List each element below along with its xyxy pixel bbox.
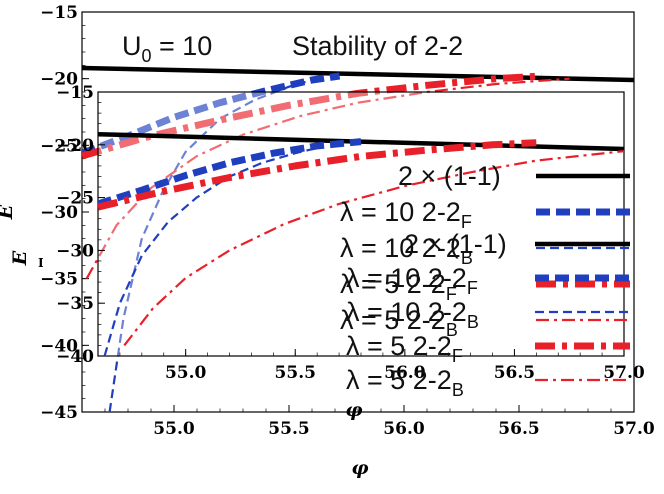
legend-label: λ = 5 2-2F: [346, 331, 463, 366]
legend-entry: λ = 5 2-2F: [340, 269, 630, 304]
legend-entry: λ = 5 2-2B: [346, 365, 630, 400]
legend-entry: 2 × (1-1): [404, 229, 630, 259]
series-line-outer--10-2-2b: [108, 78, 313, 412]
u0-annotation: U0 = 10: [122, 31, 212, 66]
y-tick-label-inset: −20: [56, 136, 94, 156]
y-tick-label-outer: −40: [40, 336, 78, 356]
legend-label: λ = 5 2-2F: [340, 269, 457, 304]
x-tick-label-inset: 55.5: [275, 363, 316, 383]
legend-entry: 2 × (1-1): [398, 161, 630, 191]
legend-entry: λ = 10 2-2F: [346, 263, 630, 298]
legend-entry: λ = 5 2-2B: [340, 305, 630, 340]
y-tick-label-outer: −25: [40, 136, 78, 156]
y-tick-label-outer: −35: [40, 270, 78, 290]
x-tick-label-inset: 56.5: [494, 363, 535, 383]
x-tick-label-outer: 57.0: [613, 419, 655, 439]
y-axis-label-inset: E: [9, 250, 31, 266]
y-tick-label-inset: −25: [56, 189, 94, 209]
series-group-inset: [98, 131, 624, 356]
x-tick-label-inset: 55.0: [165, 363, 207, 383]
legend-entry: λ = 10 2-2B: [346, 297, 630, 332]
x-tick-label-outer: 55.5: [268, 419, 309, 439]
y-tick-label-outer: −30: [40, 203, 78, 223]
x-tick-label-outer: 56.5: [498, 419, 539, 439]
x-tick-label-inset: 57.0: [603, 363, 645, 383]
legend-label: λ = 10 2-2F: [346, 263, 478, 298]
y-tick-label-outer: −45: [40, 403, 78, 423]
legend-label: λ = 5 2-2B: [346, 365, 464, 400]
series-group-outer: [82, 65, 634, 412]
legend-label: λ = 10 2-2F: [340, 197, 472, 232]
series-line-inset--10-2-2b: [103, 146, 318, 356]
legend-label: λ = 10 2-2B: [340, 233, 473, 268]
legend-entry: λ = 5 2-2F: [346, 331, 630, 366]
series-line-inset--5-2-2f: [98, 139, 537, 211]
inset-legend: 2 × (1-1)λ = 10 2-2Fλ = 10 2-2Bλ = 5 2-2…: [346, 229, 630, 400]
series-line-inset--10-2-2f: [98, 138, 362, 208]
y-tick-label-outer: −15: [40, 3, 78, 23]
y-tick-label-outer: −20: [40, 70, 78, 90]
x-axis-label-inset: φ: [345, 399, 362, 421]
outer-legend: 2 × (1-1)λ = 10 2-2Fλ = 10 2-2Bλ = 5 2-2…: [340, 161, 630, 340]
y-tick-label-inset: −30: [56, 241, 94, 261]
x-tick-label-inset: 56.0: [384, 363, 426, 383]
y-tick-label-inset: −15: [56, 83, 94, 103]
x-axis-label-outer: φ: [351, 457, 368, 479]
y-tick-label-inset: −40: [56, 347, 94, 367]
legend-label: λ = 10 2-2B: [346, 297, 479, 332]
chart-title: Stability of 2-2: [292, 31, 463, 61]
legend-label: λ = 5 2-2B: [340, 305, 458, 340]
x-tick-label-outer: 56.0: [383, 419, 425, 439]
y-tick-label-inset: −35: [56, 294, 94, 314]
series-line-outer--5-2-2b: [85, 77, 570, 280]
legend-entry: λ = 10 2-2F: [340, 197, 630, 232]
y-axis-label-outer: E: [0, 204, 17, 220]
x-tick-label-outer: 55.0: [153, 419, 195, 439]
legend-label: 2 × (1-1): [398, 161, 501, 191]
y-axis-label-sub: I: [38, 256, 44, 270]
series-line-outer--5-2-2f: [82, 72, 543, 160]
legend-label: 2 × (1-1): [404, 229, 507, 259]
series-line-outer-2-1-1-: [82, 65, 634, 83]
legend-entry: λ = 10 2-2B: [340, 233, 630, 268]
